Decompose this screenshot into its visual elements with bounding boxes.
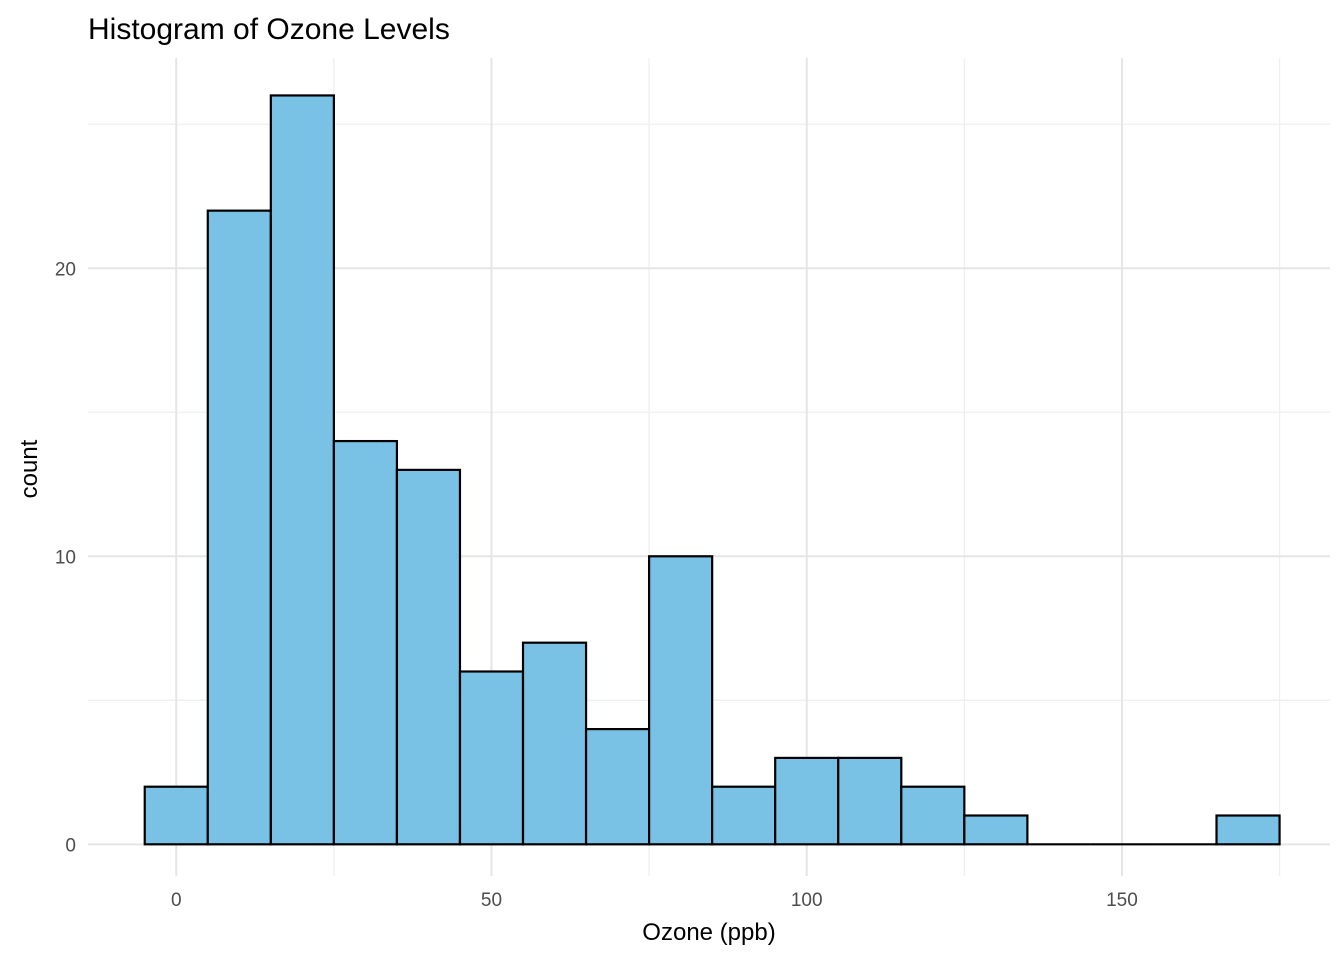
histogram-bar [900,785,966,846]
histogram-bar [332,439,399,846]
histogram-bar [711,785,777,846]
histogram-bar [584,728,651,846]
y-tick-label: 10 [55,547,76,568]
y-axis-ticks: 0 10 20 [55,259,76,856]
histogram-bars [143,94,1281,846]
histogram-bar [1215,814,1281,846]
histogram-bar [458,670,525,846]
histogram-bar [648,555,714,846]
x-axis-title: Ozone (ppb) [642,919,775,946]
histogram-bar [206,209,272,846]
y-axis-title: count [16,439,43,498]
histogram-bar [837,756,903,846]
histogram-bar [269,94,335,846]
histogram-bar [395,468,462,846]
chart-title: Histogram of Ozone Levels [88,13,450,46]
x-tick-label: 100 [791,890,823,911]
x-tick-label: 150 [1106,890,1138,911]
histogram-bar [143,785,209,846]
x-axis-ticks: 0 50 100 150 [171,890,1138,911]
histogram-bar [521,641,588,846]
y-tick-label: 0 [65,835,76,856]
x-tick-label: 50 [481,890,502,911]
x-tick-label: 0 [171,890,182,911]
histogram-bar [963,814,1029,846]
y-tick-label: 20 [55,259,76,280]
histogram-bar [774,756,840,846]
